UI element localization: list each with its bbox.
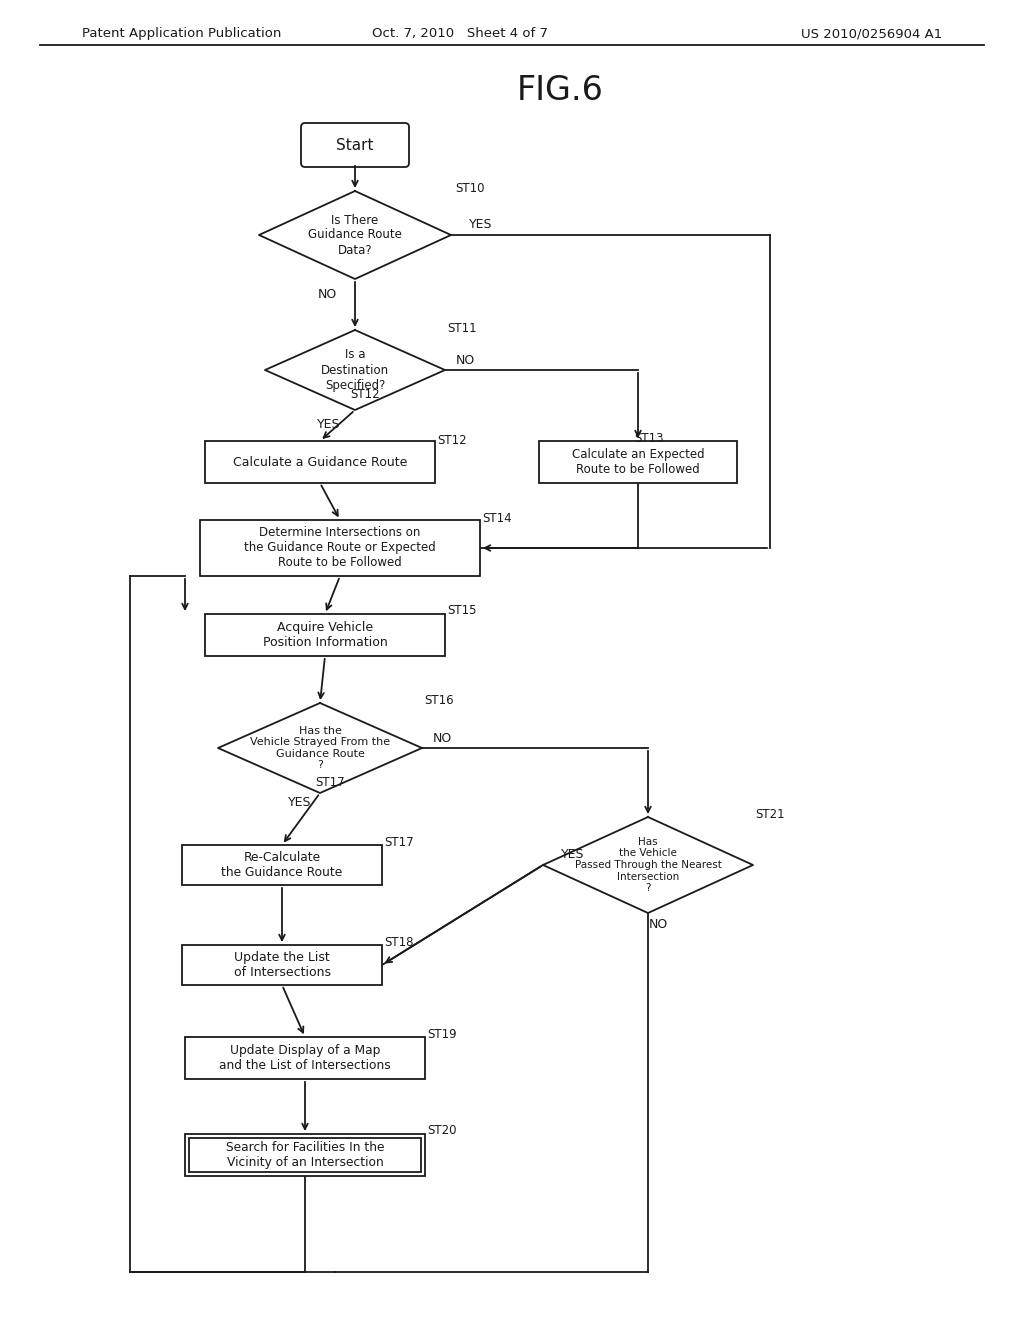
Text: ST12: ST12 <box>350 388 380 400</box>
Bar <box>539 441 737 483</box>
Bar <box>182 845 382 884</box>
Text: NO: NO <box>432 731 452 744</box>
Text: YES: YES <box>469 219 493 231</box>
Text: FIG.6: FIG.6 <box>516 74 603 107</box>
Text: Is a
Destination
Specified?: Is a Destination Specified? <box>321 348 389 392</box>
Text: Calculate a Guidance Route: Calculate a Guidance Route <box>232 455 408 469</box>
Bar <box>182 945 382 985</box>
Text: ST13: ST13 <box>634 432 664 445</box>
Text: ST17: ST17 <box>315 776 345 789</box>
Text: ST15: ST15 <box>447 605 476 618</box>
Text: NO: NO <box>648 919 668 932</box>
Text: Has
the Vehicle
Passed Through the Nearest
Intersection
?: Has the Vehicle Passed Through the Neare… <box>574 837 722 894</box>
Text: ST20: ST20 <box>427 1125 457 1138</box>
Text: NO: NO <box>317 289 337 301</box>
Text: ST18: ST18 <box>384 936 414 949</box>
FancyBboxPatch shape <box>301 123 409 168</box>
Text: Update the List
of Intersections: Update the List of Intersections <box>233 950 331 979</box>
Text: Patent Application Publication: Patent Application Publication <box>82 28 282 41</box>
Text: ST10: ST10 <box>455 182 484 195</box>
Text: YES: YES <box>561 849 585 862</box>
Text: ST17: ST17 <box>384 837 414 850</box>
Bar <box>205 441 435 483</box>
Polygon shape <box>543 817 753 913</box>
Text: ST19: ST19 <box>427 1027 457 1040</box>
Text: Acquire Vehicle
Position Information: Acquire Vehicle Position Information <box>262 620 387 649</box>
Bar <box>205 614 445 656</box>
Text: Calculate an Expected
Route to be Followed: Calculate an Expected Route to be Follow… <box>571 447 705 477</box>
Text: ST12: ST12 <box>437 433 467 446</box>
Text: Determine Intersections on
the Guidance Route or Expected
Route to be Followed: Determine Intersections on the Guidance … <box>244 527 436 569</box>
Text: Re-Calculate
the Guidance Route: Re-Calculate the Guidance Route <box>221 851 343 879</box>
Text: ST16: ST16 <box>424 694 454 708</box>
Polygon shape <box>259 191 451 279</box>
Text: Is There
Guidance Route
Data?: Is There Guidance Route Data? <box>308 214 402 256</box>
Text: NO: NO <box>456 354 475 367</box>
Text: Oct. 7, 2010   Sheet 4 of 7: Oct. 7, 2010 Sheet 4 of 7 <box>372 28 548 41</box>
Polygon shape <box>265 330 445 411</box>
Text: ST11: ST11 <box>447 322 476 334</box>
Text: US 2010/0256904 A1: US 2010/0256904 A1 <box>801 28 942 41</box>
Text: YES: YES <box>288 796 311 809</box>
Text: Has the
Vehicle Strayed From the
Guidance Route
?: Has the Vehicle Strayed From the Guidanc… <box>250 726 390 771</box>
Text: Update Display of a Map
and the List of Intersections: Update Display of a Map and the List of … <box>219 1044 391 1072</box>
Polygon shape <box>218 704 422 793</box>
Bar <box>189 1138 421 1172</box>
Bar <box>185 1134 425 1176</box>
Text: ST14: ST14 <box>482 511 512 524</box>
Text: Start: Start <box>336 137 374 153</box>
Bar <box>185 1038 425 1078</box>
Text: YES: YES <box>317 418 341 432</box>
Text: ST21: ST21 <box>755 808 784 821</box>
Text: Search for Facilities In the
Vicinity of an Intersection: Search for Facilities In the Vicinity of… <box>225 1140 384 1170</box>
Bar <box>200 520 480 576</box>
